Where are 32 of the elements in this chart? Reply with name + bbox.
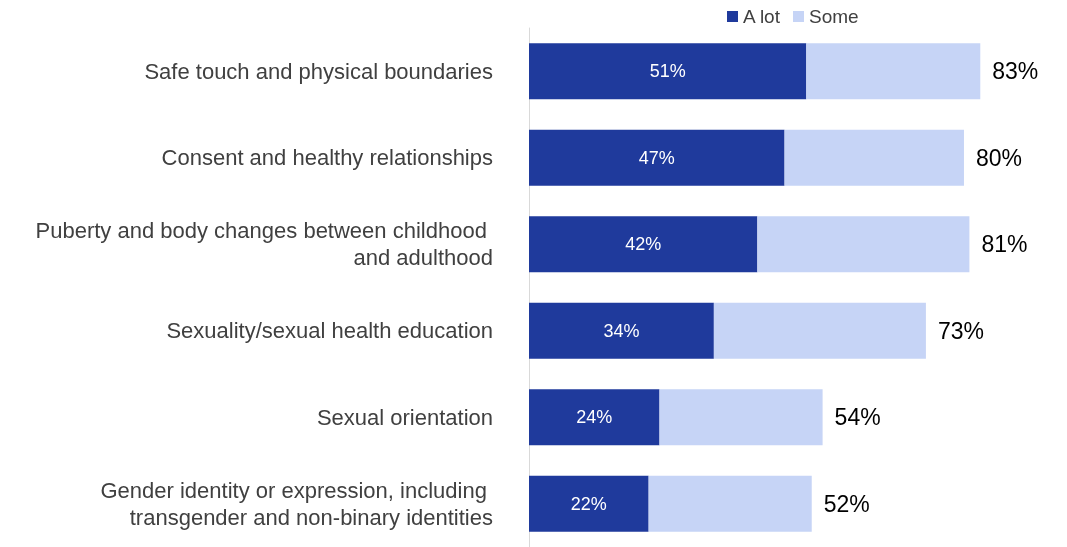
y-tick-label: Gender identity or expression, including transgender and non-binary identities: [100, 477, 493, 530]
bar: [659, 389, 823, 446]
bar: [713, 302, 926, 359]
bar: [806, 43, 981, 100]
data-label: 47%: [638, 147, 675, 168]
bar: [529, 302, 714, 359]
data-label: 51%: [649, 61, 686, 82]
total-label: 52%: [823, 490, 870, 517]
bar: [529, 43, 807, 100]
data-label: 22%: [570, 493, 607, 514]
data-label: 34%: [603, 320, 640, 341]
data-label: 24%: [576, 407, 613, 428]
bar: [529, 475, 649, 532]
total-label: 80%: [975, 144, 1023, 171]
total-label: 54%: [834, 404, 881, 431]
bar: [529, 216, 758, 273]
bar: [648, 475, 812, 532]
y-tick-label: Sexuality/sexual health education: [166, 318, 493, 344]
y-tick-label: Puberty and body changes between childhood and adulthood: [35, 218, 493, 271]
legend-label: A lot: [743, 6, 781, 27]
data-label: 42%: [625, 234, 662, 255]
bar: [529, 129, 785, 186]
bar: [757, 216, 970, 273]
y-tick-label: Consent and healthy relationships: [161, 145, 493, 171]
y-tick-label: Sexual orientation: [316, 404, 493, 430]
legend-label: Some: [809, 6, 859, 27]
total-label: 83%: [992, 58, 1039, 85]
total-label: 81%: [981, 231, 1028, 258]
bar: [784, 129, 964, 186]
y-tick-label: Safe touch and physical boundaries: [144, 58, 493, 84]
bar: [529, 389, 660, 446]
total-label: 73%: [937, 317, 984, 344]
